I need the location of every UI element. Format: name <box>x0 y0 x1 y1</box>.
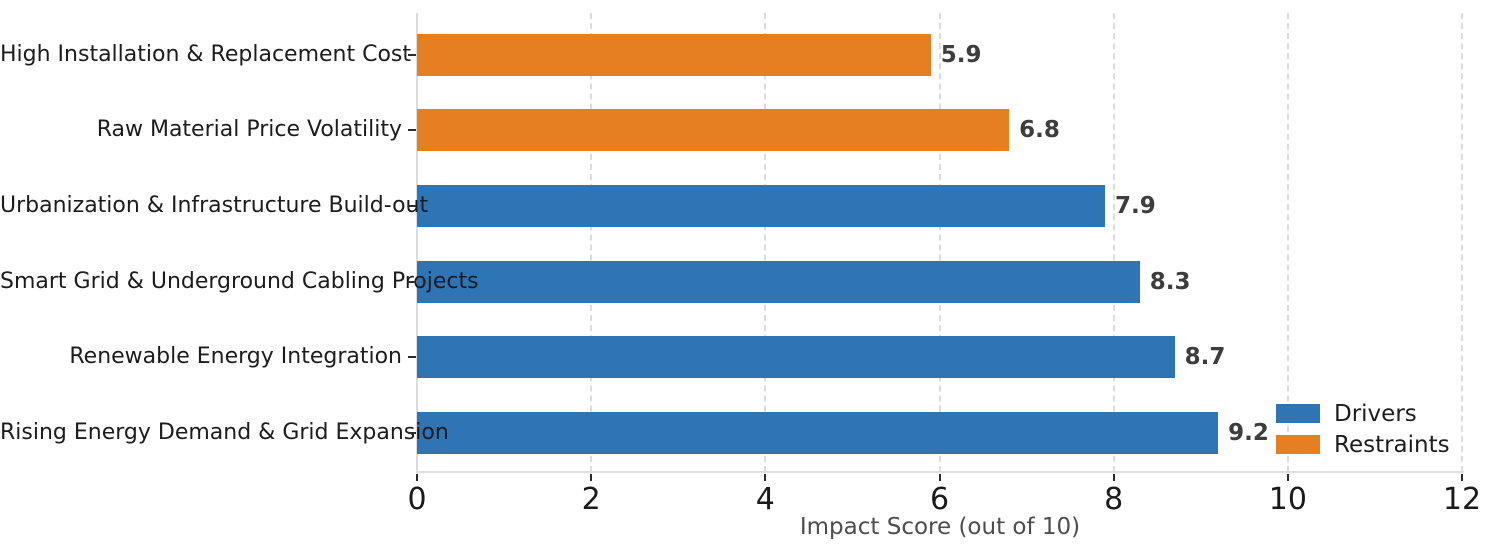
x-tick <box>764 474 767 481</box>
bar <box>417 33 931 76</box>
legend: Drivers Restraints <box>1276 401 1450 466</box>
x-tick-label: 12 <box>1442 482 1482 517</box>
category-label: Renewable Energy Integration <box>69 344 402 370</box>
gridline <box>1286 13 1289 472</box>
legend-swatch <box>1276 435 1320 454</box>
legend-label: Restraints <box>1334 431 1450 458</box>
x-tick <box>416 474 418 481</box>
y-tick <box>408 280 416 283</box>
legend-label: Drivers <box>1334 400 1417 427</box>
x-tick-label: 6 <box>929 482 950 517</box>
bar-value-label: 7.9 <box>1114 192 1156 219</box>
bar <box>417 184 1105 227</box>
bar <box>417 109 1010 152</box>
bar <box>417 336 1175 379</box>
x-tick-label: 10 <box>1268 482 1307 517</box>
y-tick <box>408 129 416 132</box>
x-tick <box>590 474 593 481</box>
x-tick <box>938 474 941 481</box>
x-axis-label: Impact Score (out of 10) <box>799 514 1081 540</box>
category-label: Raw Material Price Volatility <box>96 117 402 143</box>
gridline <box>1112 13 1115 472</box>
legend-item: Drivers <box>1276 401 1450 427</box>
x-tick-label: 0 <box>407 482 427 517</box>
bar <box>417 260 1140 303</box>
gridline <box>938 13 941 472</box>
y-tick <box>408 431 416 434</box>
gridline <box>590 13 593 472</box>
category-label: High Installation & Replacement Cost <box>0 41 412 67</box>
y-tick <box>408 356 416 359</box>
x-tick-label: 8 <box>1104 482 1124 517</box>
y-tick <box>408 204 416 207</box>
gridline <box>764 13 767 472</box>
bar <box>417 411 1219 454</box>
category-label: Rising Energy Demand & Grid Expansion <box>0 419 449 445</box>
x-tick-label: 2 <box>581 482 601 517</box>
bar-value-label: 6.8 <box>1019 117 1060 144</box>
bar-value-label: 8.3 <box>1149 268 1191 295</box>
category-label: Urbanization & Infrastructure Build-out <box>0 192 429 218</box>
bar-value-label: 5.9 <box>940 41 982 68</box>
bar-value-label: 9.2 <box>1228 419 1269 446</box>
bar-value-label: 8.7 <box>1184 344 1226 371</box>
y-tick <box>408 53 416 56</box>
legend-swatch <box>1276 404 1320 423</box>
legend-item: Restraints <box>1276 432 1450 458</box>
y-axis-spine <box>416 13 418 472</box>
x-tick-label: 4 <box>755 482 775 517</box>
category-label: Smart Grid & Underground Cabling Project… <box>0 268 479 294</box>
x-tick <box>1112 474 1115 481</box>
x-tick <box>1286 474 1289 481</box>
gridline <box>1461 13 1463 472</box>
x-tick <box>1461 474 1463 481</box>
x-axis-spine <box>416 471 1464 473</box>
